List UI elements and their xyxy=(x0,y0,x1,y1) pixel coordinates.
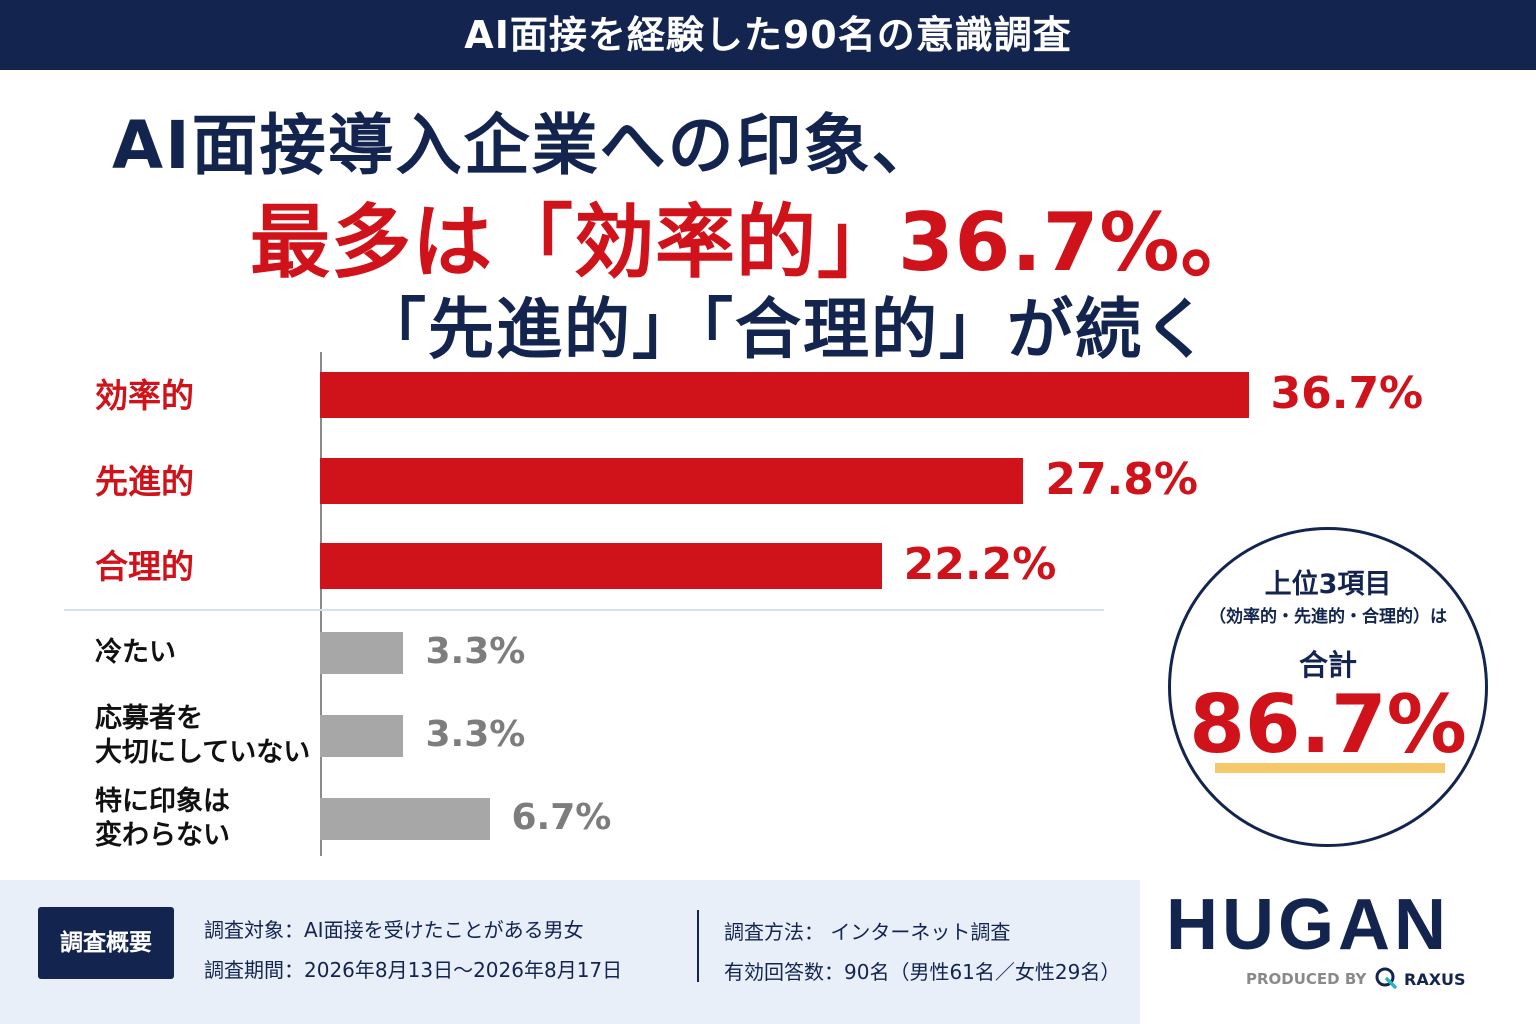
category-label-4: 応募者を 大切にしていない xyxy=(95,703,311,768)
value-label-1: 27.8% xyxy=(1045,453,1198,505)
bar-3 xyxy=(320,632,404,674)
summary-highlight-underline xyxy=(1215,763,1445,773)
summary-line-2: （効率的・先進的・合理的）は xyxy=(1209,607,1447,627)
chart-axis-line xyxy=(320,352,322,856)
value-label-2: 22.2% xyxy=(903,538,1057,590)
bar-5 xyxy=(320,798,490,840)
summary-circle: 上位3項目 （効率的・先進的・合理的）は 合計 86.7% xyxy=(1168,527,1488,847)
survey-responses: 有効回答数：90名（男性61名／女性29名） xyxy=(724,960,1121,984)
category-label-3: 冷たい xyxy=(95,637,176,668)
survey-method: 調査方法： インターネット調査 xyxy=(724,920,1011,944)
footer-divider xyxy=(697,910,699,982)
value-label-4: 3.3% xyxy=(425,713,526,755)
bar-2 xyxy=(320,543,882,589)
category-label-1: 先進的 xyxy=(95,461,194,501)
survey-badge: 調査概要 xyxy=(38,907,174,979)
raxus-label: RAXUS xyxy=(1404,970,1466,989)
survey-target: 調査対象：AI面接を受けたことがある男女 xyxy=(204,918,584,942)
bar-1 xyxy=(320,458,1024,504)
bar-4 xyxy=(320,715,404,757)
summary-line-1: 上位3項目 xyxy=(1264,569,1392,600)
hugan-logo: HUGAN xyxy=(1166,885,1450,965)
bar-0 xyxy=(320,372,1249,418)
headline-line-3: 「先進的」「合理的」が続く xyxy=(360,291,1211,368)
headline-line-1: AI面接導入企業への印象、 xyxy=(112,107,940,184)
summary-line-3: 合計 xyxy=(1298,648,1357,682)
raxus-logo-icon xyxy=(1375,967,1397,989)
top-banner: AI面接を経験した90名の意識調査 xyxy=(0,0,1536,70)
category-label-2: 合理的 xyxy=(95,546,194,586)
summary-total: 86.7% xyxy=(1189,678,1467,771)
value-label-5: 6.7% xyxy=(511,796,612,838)
value-label-3: 3.3% xyxy=(425,630,526,672)
survey-period: 調査期間：2026年8月13日～2026年8月17日 xyxy=(204,958,623,982)
value-label-0: 36.7% xyxy=(1270,367,1424,419)
category-label-0: 効率的 xyxy=(95,375,194,415)
headline-line-2: 最多は「効率的」36.7%。 xyxy=(250,196,1262,289)
survey-footer xyxy=(0,880,1140,1024)
category-label-5: 特に印象は 変わらない xyxy=(95,786,230,851)
chart-divider xyxy=(64,609,1104,611)
produced-by-label: PRODUCED BY xyxy=(1246,970,1367,988)
